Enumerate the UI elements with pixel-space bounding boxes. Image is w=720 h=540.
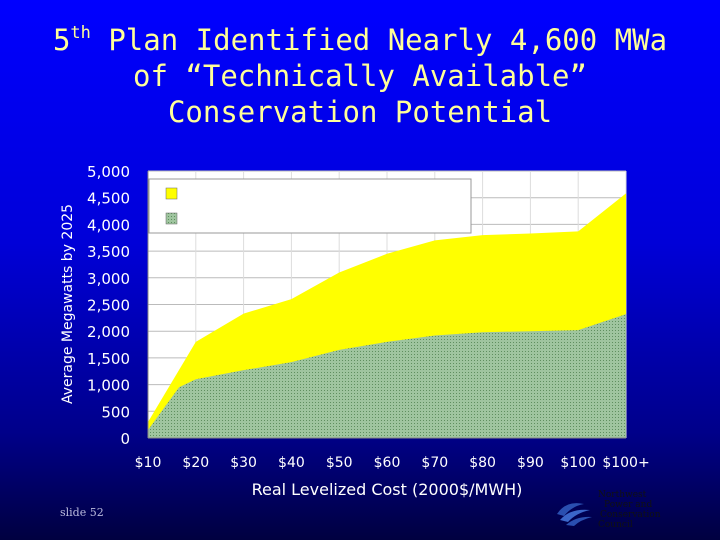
logo-line-3: Conservation [600, 510, 661, 520]
x-tick-label: $100+ [602, 455, 649, 471]
council-logo-icon [557, 503, 592, 526]
title-line-3: Conservation Potential [167, 95, 553, 129]
legend-label-dispatchable: Dispatchable Conservation [184, 210, 386, 228]
x-tick-label: $40 [278, 455, 305, 471]
y-tick-label: 3,000 [87, 270, 130, 288]
legend-swatch-dispatchable [165, 212, 178, 225]
title-line-1-text: Plan Identified Nearly 4,600 MWa [90, 23, 668, 57]
council-logo: Northwest Power and Conservation Council [554, 488, 714, 534]
logo-line-1: Northwest [598, 490, 647, 500]
y-tick-label: 3,500 [87, 243, 130, 261]
legend-box [148, 178, 472, 234]
x-tick-label: $10 [135, 455, 162, 471]
council-logo-text: Northwest Power and Conservation Council [598, 490, 661, 530]
x-tick-label: $90 [517, 455, 544, 471]
x-tick-label: $50 [326, 455, 353, 471]
slide-number: slide 52 [60, 506, 104, 519]
legend-swatch-lost-opportunity [165, 187, 178, 200]
y-tick-label: 1,500 [87, 350, 130, 368]
slide-title: 5th Plan Identified Nearly 4,600 MWa of … [0, 22, 720, 130]
y-tick-label: 1,000 [87, 377, 130, 395]
x-tick-label: $70 [421, 455, 448, 471]
x-tick-label: $80 [469, 455, 496, 471]
x-tick-label: $60 [374, 455, 401, 471]
y-tick-label: 500 [101, 403, 130, 421]
series-area-dispatchable [148, 314, 626, 438]
y-tick-label: 5,000 [87, 163, 130, 181]
x-tick-label: $20 [182, 455, 209, 471]
logo-line-2: Power and [604, 500, 653, 510]
y-tick-label: 4,500 [87, 190, 130, 208]
y-tick-label: 0 [120, 430, 130, 448]
legend-label-lost-opportunity: Lost Opportunity Conservation [184, 185, 414, 203]
x-axis-title: Real Levelized Cost (2000$/MWH) [252, 480, 523, 499]
y-tick-label: 2,000 [87, 323, 130, 341]
title-superscript: th [70, 23, 91, 43]
logo-line-4: Council [598, 520, 633, 530]
x-tick-label: $30 [230, 455, 257, 471]
title-line-1: 5th Plan Identified Nearly 4,600 MWa [0, 22, 720, 58]
y-tick-label: 2,500 [87, 297, 130, 315]
y-axis-title: Average Megawatts by 2025 [60, 204, 76, 404]
x-tick-label: $100 [560, 455, 596, 471]
y-tick-label: 4,000 [87, 216, 130, 234]
title-line-2: of “Technically Available” [133, 59, 587, 93]
title-number: 5 [52, 23, 71, 57]
